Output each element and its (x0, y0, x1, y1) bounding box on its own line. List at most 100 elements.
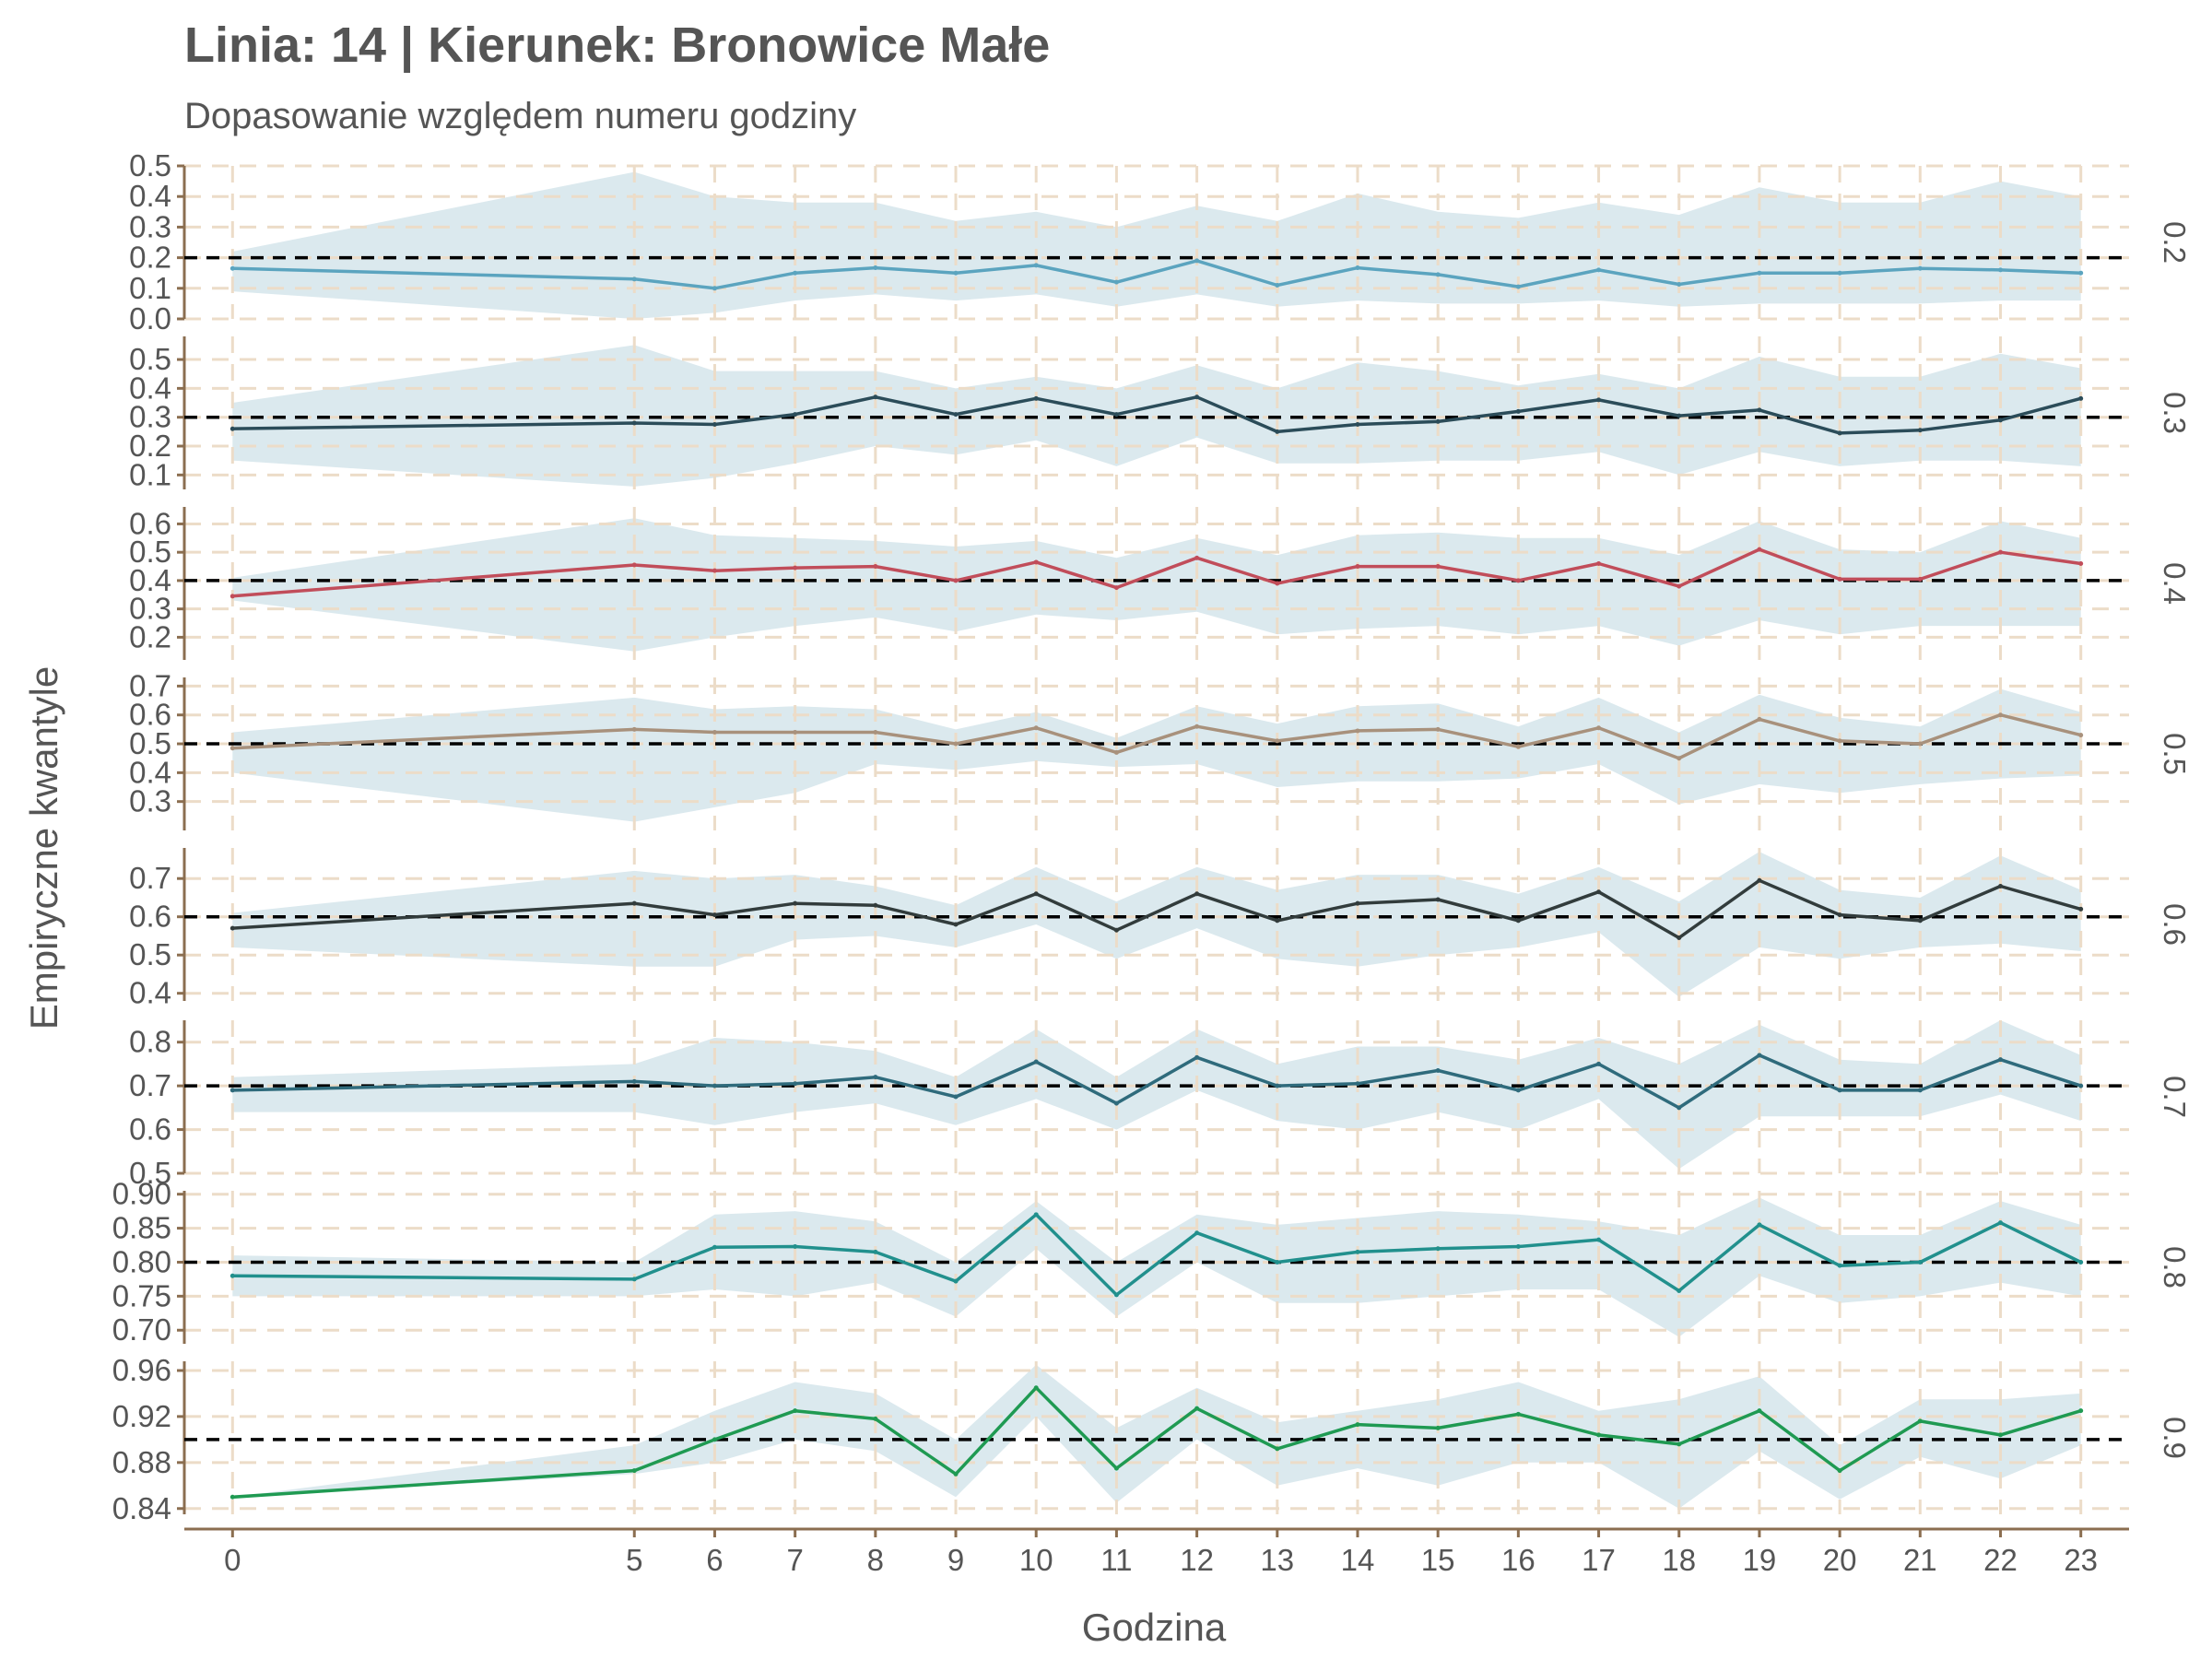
data-point (873, 1075, 878, 1080)
data-point (1435, 897, 1441, 902)
x-tick-label: 8 (867, 1543, 884, 1577)
panel-strip-label: 0.2 (2158, 221, 2192, 264)
chart-panels: 0.00.10.20.30.40.50.20.10.20.30.40.50.30… (112, 148, 2192, 1525)
data-point (793, 412, 798, 418)
data-point (2078, 395, 2084, 401)
data-point (712, 1083, 717, 1088)
y-tick-label: 0.6 (129, 698, 171, 732)
x-tick-label: 16 (1501, 1543, 1535, 1577)
data-point (1997, 549, 2003, 555)
x-tick-label: 11 (1100, 1543, 1132, 1577)
data-point (1837, 430, 1842, 436)
panel-strip-label: 0.5 (2158, 733, 2192, 775)
y-tick-label: 0.0 (129, 301, 171, 335)
y-tick-label: 0.4 (129, 755, 171, 789)
y-tick-label: 0.5 (129, 342, 171, 376)
panel-strip-label: 0.4 (2158, 562, 2192, 605)
data-point (873, 265, 878, 271)
data-point (873, 730, 878, 735)
data-point (1677, 935, 1682, 941)
data-point (1355, 728, 1360, 734)
y-tick-label: 0.2 (129, 429, 171, 463)
data-point (1033, 1385, 1039, 1391)
y-tick-label: 0.6 (129, 1112, 171, 1147)
data-point (793, 565, 798, 571)
data-point (1355, 1422, 1360, 1428)
data-point (1596, 560, 1602, 566)
panel-0.9: 0.84 0.88 0.92 0.96 0.9 (112, 1353, 2192, 1525)
data-point (1113, 749, 1119, 755)
data-point (1515, 1243, 1521, 1249)
data-point (1275, 1259, 1280, 1265)
data-point (1033, 891, 1039, 897)
data-point (1677, 1288, 1682, 1293)
data-point (873, 1249, 878, 1254)
y-tick-label: 0.7 (129, 668, 171, 702)
data-point (1757, 1408, 1762, 1414)
data-point (1435, 418, 1441, 424)
confidence-band (232, 688, 2081, 822)
data-point (229, 594, 235, 599)
data-point (1194, 1406, 1200, 1411)
data-point (1435, 272, 1441, 277)
data-point (1917, 918, 1923, 924)
panel-strip-label: 0.8 (2158, 1246, 2192, 1288)
data-point (229, 426, 235, 431)
panel-strip-label: 0.3 (2158, 392, 2192, 434)
data-point (712, 568, 717, 573)
panel-0.7: 0.5 0.6 0.7 0.8 0.7 (129, 1020, 2192, 1190)
data-point (712, 730, 717, 735)
data-point (1113, 1292, 1119, 1298)
chart-subtitle: Dopasowanie względem numeru godziny (184, 96, 857, 136)
data-point (1997, 418, 2003, 423)
data-point (1275, 581, 1280, 586)
data-point (1757, 877, 1762, 883)
panel-strip-label: 0.7 (2158, 1076, 2192, 1118)
y-tick-label: 0.8 (129, 1025, 171, 1059)
data-point (953, 741, 959, 747)
data-point (1917, 1418, 1923, 1424)
data-point (631, 726, 637, 732)
x-axis: 0 5 6 7 8 9 10 11 12 13 14 15 16 17 18 19 20 21 22 23 (184, 1527, 2129, 1577)
data-point (1677, 583, 1682, 589)
data-point (1997, 712, 2003, 718)
data-point (1596, 1432, 1602, 1438)
data-point (1515, 578, 1521, 583)
data-point (1677, 413, 1682, 418)
data-point (1033, 725, 1039, 731)
data-point (2078, 270, 2084, 276)
y-tick-label: 0.90 (112, 1177, 171, 1211)
x-tick-label: 23 (2064, 1543, 2098, 1577)
data-point (1113, 279, 1119, 285)
data-point (631, 1277, 637, 1282)
x-tick-label: 15 (1421, 1543, 1455, 1577)
data-point (1113, 585, 1119, 591)
data-point (953, 1094, 959, 1100)
data-point (1515, 284, 1521, 289)
data-point (793, 730, 798, 735)
data-point (1275, 282, 1280, 288)
data-point (712, 286, 717, 291)
x-tick-label: 7 (786, 1543, 803, 1577)
y-tick-label: 0.2 (129, 619, 171, 653)
x-axis-title: Godzina (1082, 1606, 1227, 1649)
data-point (1837, 576, 1842, 582)
x-tick-label: 21 (1903, 1543, 1937, 1577)
series-line-0.4 (232, 547, 2081, 598)
data-point (1837, 912, 1842, 918)
data-point (953, 578, 959, 583)
data-point (1033, 263, 1039, 268)
series-line-0.3 (232, 395, 2082, 435)
data-point (631, 276, 637, 282)
data-point (631, 900, 637, 906)
data-point (1917, 428, 1923, 433)
panel-0.3: 0.10.20.30.40.50.3 (129, 336, 2192, 491)
data-point (229, 1494, 235, 1500)
data-point (1113, 1100, 1119, 1106)
data-point (1997, 1432, 2003, 1438)
panel-0.2: 0.00.10.20.30.40.50.2 (129, 148, 2192, 335)
y-tick-label: 0.88 (112, 1445, 171, 1479)
data-point (631, 562, 637, 568)
x-tick-label: 20 (1823, 1543, 1857, 1577)
